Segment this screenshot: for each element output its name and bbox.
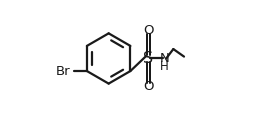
Text: Br: Br: [56, 65, 70, 78]
Text: O: O: [143, 80, 153, 93]
Text: N: N: [160, 52, 170, 65]
Text: H: H: [160, 60, 169, 73]
Text: O: O: [143, 24, 153, 37]
Text: S: S: [143, 51, 153, 66]
